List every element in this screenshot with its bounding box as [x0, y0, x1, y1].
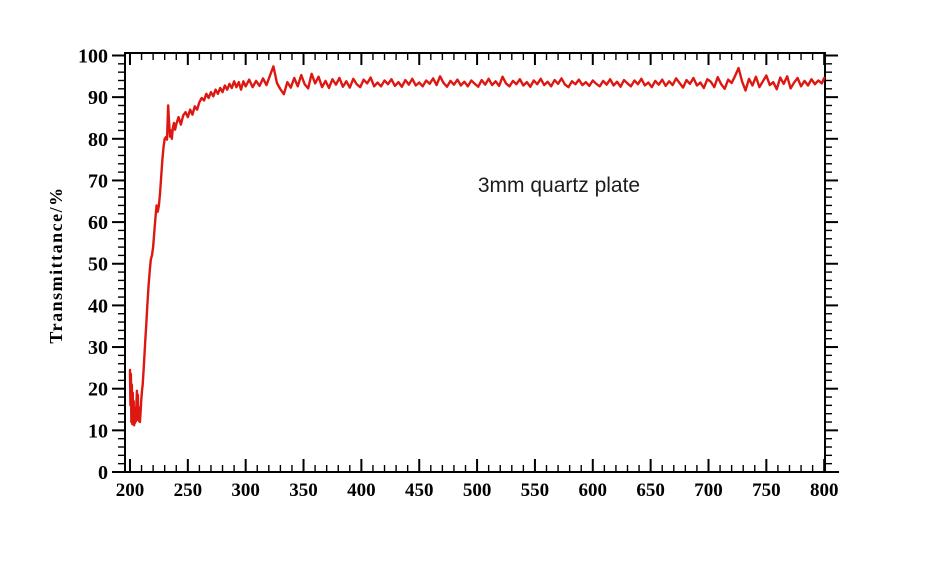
- x-tick-label-550: 550: [521, 480, 550, 501]
- x-tick-label-200: 200: [116, 480, 145, 501]
- axis-ticks: [112, 53, 838, 473]
- y-tick-label-40: 40: [88, 295, 108, 317]
- annotation-quartz-plate: 3mm quartz plate: [478, 174, 640, 197]
- x-tick-label-350: 350: [289, 480, 318, 501]
- x-tick-label-400: 400: [347, 480, 376, 501]
- y-tick-label-60: 60: [88, 212, 108, 234]
- axes: [124, 52, 839, 473]
- x-tick-label-600: 600: [579, 480, 608, 501]
- y-tick-label-20: 20: [88, 379, 108, 401]
- axis-tick-labels: 200 250 300 350 400 450 500 550 600 650 700 750 800 0…: [78, 45, 838, 501]
- y-tick-label-30: 30: [88, 337, 108, 359]
- x-tick-label-650: 650: [636, 480, 665, 501]
- x-tick-label-700: 700: [694, 480, 723, 501]
- x-tick-label-750: 750: [752, 480, 781, 501]
- y-tick-label-100: 100: [78, 45, 108, 67]
- x-tick-label-300: 300: [231, 480, 260, 501]
- y-axis-title: Transmittance/%: [46, 186, 66, 343]
- x-tick-label-450: 450: [405, 480, 434, 501]
- x-tick-label-500: 500: [463, 480, 492, 501]
- x-tick-label-250: 250: [174, 480, 203, 501]
- y-tick-label-0: 0: [98, 462, 108, 484]
- x-tick-label-800: 800: [810, 480, 839, 501]
- y-tick-label-50: 50: [88, 254, 108, 276]
- series-quartz-plate-transmittance: [128, 65, 826, 427]
- y-tick-label-80: 80: [88, 129, 108, 151]
- y-tick-label-70: 70: [88, 170, 108, 192]
- transmittance-curve: [128, 65, 826, 427]
- y-tick-label-10: 10: [88, 420, 108, 442]
- y-tick-label-90: 90: [88, 87, 108, 109]
